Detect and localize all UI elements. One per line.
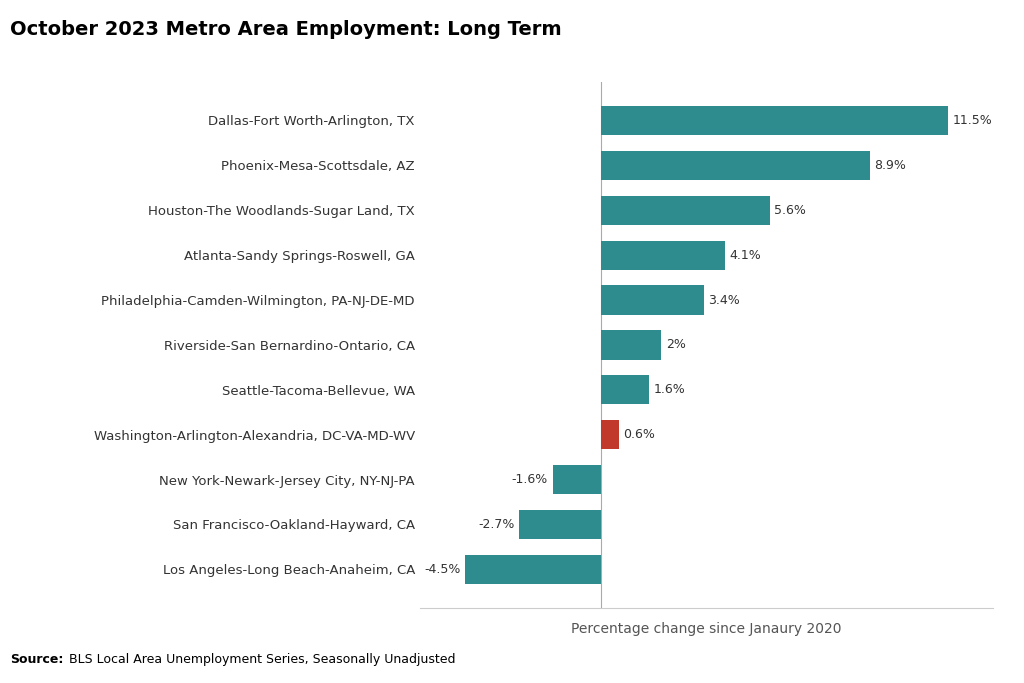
- Bar: [553, 465, 601, 494]
- Text: 1.6%: 1.6%: [653, 383, 685, 396]
- Text: BLS Local Area Unemployment Series, Seasonally Unadjusted: BLS Local Area Unemployment Series, Seas…: [65, 653, 455, 666]
- Text: 4.1%: 4.1%: [729, 249, 761, 262]
- Text: -2.7%: -2.7%: [478, 518, 515, 531]
- Text: Source:: Source:: [10, 653, 63, 666]
- Bar: [601, 331, 662, 359]
- Bar: [601, 285, 703, 315]
- Text: 3.4%: 3.4%: [708, 294, 739, 307]
- Text: October 2023 Metro Area Employment: Long Term: October 2023 Metro Area Employment: Long…: [10, 20, 562, 40]
- Text: 11.5%: 11.5%: [952, 114, 992, 127]
- Text: -1.6%: -1.6%: [512, 473, 548, 486]
- Bar: [601, 106, 948, 135]
- Bar: [601, 151, 869, 180]
- Bar: [601, 240, 725, 270]
- Bar: [601, 195, 770, 225]
- Bar: [465, 555, 601, 584]
- Text: 0.6%: 0.6%: [624, 428, 655, 441]
- Text: -4.5%: -4.5%: [424, 563, 461, 576]
- Bar: [601, 420, 620, 449]
- Text: 8.9%: 8.9%: [874, 159, 906, 172]
- Text: 5.6%: 5.6%: [774, 204, 806, 217]
- Text: 2%: 2%: [666, 338, 686, 352]
- Bar: [519, 510, 601, 539]
- Bar: [601, 375, 649, 404]
- X-axis label: Percentage change since Janaury 2020: Percentage change since Janaury 2020: [571, 622, 842, 636]
